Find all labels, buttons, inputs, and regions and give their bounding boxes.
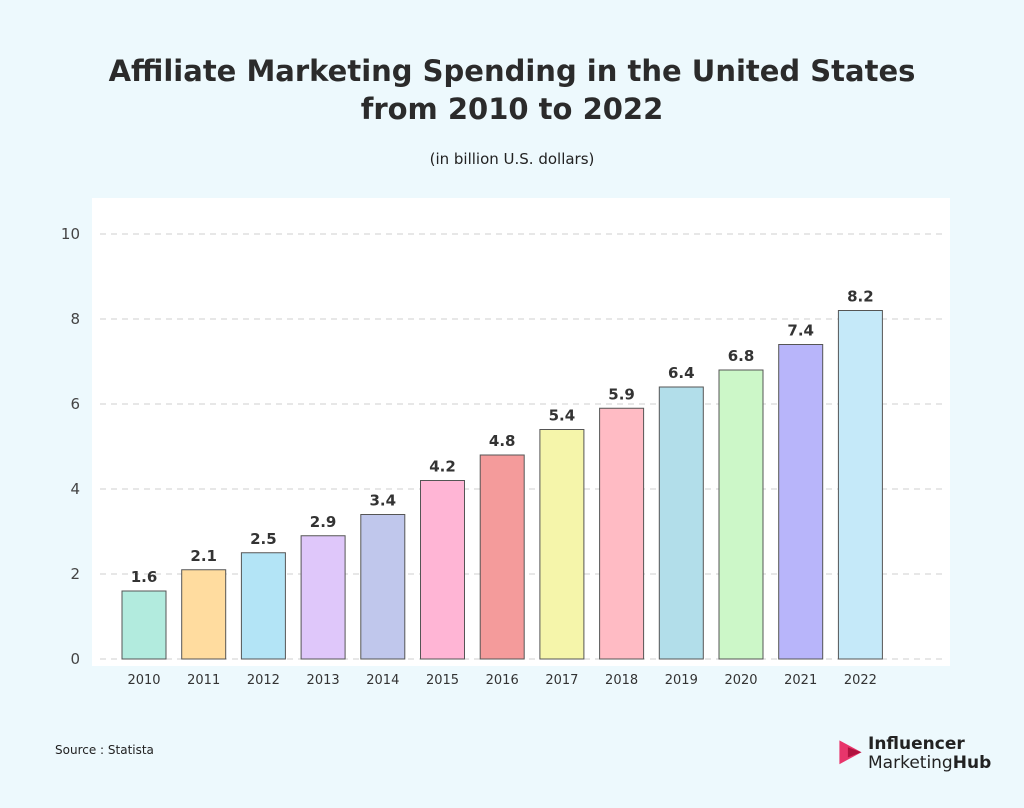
bar-2020 <box>718 369 764 660</box>
y-tick-label: 10 <box>61 225 80 243</box>
logo-text-hub: Hub <box>952 753 992 773</box>
x-tick-label: 2022 <box>844 673 877 688</box>
data-label: 2.1 <box>190 547 217 565</box>
x-tick-label: 2011 <box>187 673 220 688</box>
x-tick-label: 2015 <box>426 673 459 688</box>
data-label: 1.6 <box>131 568 158 586</box>
bar-2017 <box>539 429 585 660</box>
bar-2011 <box>181 569 227 660</box>
logo-text-marketing: Marketing <box>868 753 953 773</box>
data-label: 6.4 <box>668 364 695 382</box>
source-note: Source : Statista <box>55 743 154 757</box>
logo-text-influencer: Influencer <box>868 734 965 754</box>
bar-2022 <box>837 310 883 660</box>
data-label: 4.8 <box>489 432 516 450</box>
y-tick-label: 2 <box>70 565 80 583</box>
bar-2016 <box>479 454 525 660</box>
data-label: 2.9 <box>310 513 337 531</box>
x-tick-label: 2019 <box>665 673 698 688</box>
bar-2021 <box>778 344 824 660</box>
data-label: 6.8 <box>728 347 755 365</box>
logo-text-marketinghub: MarketingHub <box>868 753 991 773</box>
bar-2014 <box>360 514 406 660</box>
data-label: 7.4 <box>787 322 814 340</box>
bar-2012 <box>240 552 286 660</box>
chart-title-line2: from 2010 to 2022 <box>360 92 664 126</box>
y-tick-label: 8 <box>70 310 80 328</box>
data-label: 2.5 <box>250 530 277 548</box>
bar-2018 <box>599 407 645 660</box>
x-tick-label: 2018 <box>605 673 638 688</box>
data-label: 5.9 <box>608 385 635 403</box>
x-tick-label: 2010 <box>127 673 160 688</box>
bar-2010 <box>121 590 167 660</box>
x-tick-label: 2012 <box>247 673 280 688</box>
bar-2019 <box>658 386 704 660</box>
y-tick-label: 6 <box>70 395 80 413</box>
bar-2015 <box>420 480 465 660</box>
chart-title: Affiliate Marketing Spending in the Unit… <box>0 52 1024 128</box>
data-label: 3.4 <box>370 492 397 510</box>
data-label: 5.4 <box>549 407 576 425</box>
chart-title-line1: Affiliate Marketing Spending in the Unit… <box>108 54 916 88</box>
data-label: 8.2 <box>847 288 874 306</box>
x-tick-label: 2021 <box>784 673 817 688</box>
chart-subtitle: (in billion U.S. dollars) <box>429 150 595 168</box>
x-tick-label: 2014 <box>366 673 399 688</box>
data-label: 4.2 <box>429 458 456 476</box>
x-tick-label: 2016 <box>486 673 519 688</box>
y-tick-label: 4 <box>70 480 80 498</box>
y-tick-label: 0 <box>70 650 80 668</box>
bar-2013 <box>300 535 346 660</box>
x-tick-label: 2013 <box>307 673 340 688</box>
x-tick-label: 2017 <box>545 673 578 688</box>
influencer-marketing-hub-logo-icon <box>839 740 862 765</box>
x-tick-label: 2020 <box>724 673 757 688</box>
